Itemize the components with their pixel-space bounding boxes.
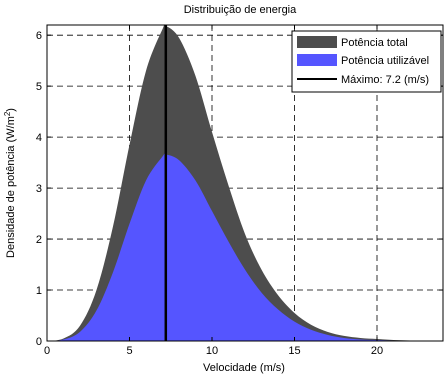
legend: Potência total Potência utilizável Máxim… (291, 30, 442, 93)
legend-label-total: Potência total (341, 37, 408, 49)
x-tick-label: 10 (206, 345, 218, 357)
y-tick-label: 5 (36, 81, 42, 93)
x-axis-label: Velocidade (m/s) (203, 362, 285, 374)
y-tick-label: 0 (36, 336, 42, 348)
y-tick-label: 3 (36, 183, 42, 195)
chart-title: Distribuição de energia (184, 4, 297, 16)
x-tick-label: 5 (126, 345, 132, 357)
y-tick-label: 2 (36, 234, 42, 246)
series-areas (47, 24, 443, 341)
series-area-usable (47, 153, 443, 341)
legend-label-max: Máximo: 7.2 (m/s) (341, 74, 429, 86)
legend-swatch-usable (297, 54, 337, 66)
x-tick-label: 0 (44, 345, 50, 357)
y-tick-label: 1 (36, 285, 42, 297)
y-tick-label: 6 (36, 30, 42, 42)
x-tick-label: 15 (288, 345, 300, 357)
plot-frame (46, 24, 444, 342)
legend-label-usable: Potência utilizável (341, 55, 429, 67)
legend-swatch-total (297, 36, 337, 48)
y-tick-label: 4 (36, 132, 42, 144)
x-tick-label: 20 (371, 345, 383, 357)
y-axis-label: Densidade de potência (W/m2) (3, 108, 17, 258)
